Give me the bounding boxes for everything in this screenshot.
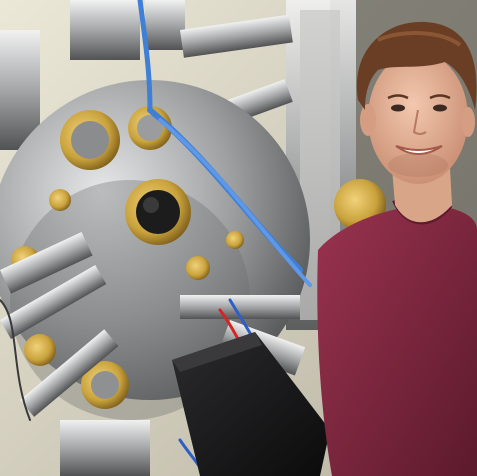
face — [368, 52, 468, 184]
black-box — [172, 332, 330, 476]
sweater — [317, 205, 477, 476]
hair — [356, 21, 477, 110]
person — [317, 21, 477, 476]
cables — [0, 0, 312, 476]
